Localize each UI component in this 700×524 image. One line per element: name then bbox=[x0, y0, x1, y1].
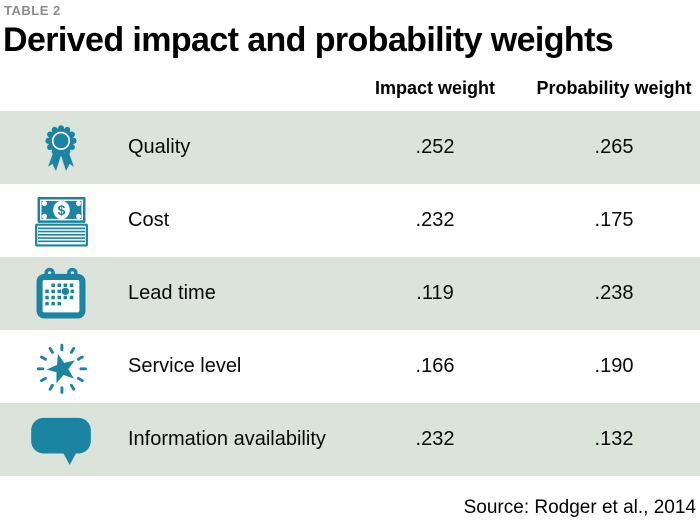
column-header-impact: Impact weight bbox=[374, 78, 495, 98]
award-ribbon-icon bbox=[45, 124, 77, 171]
table-row: Lead time .119 .238 bbox=[0, 257, 700, 330]
row-label: Information availability bbox=[128, 428, 326, 450]
row-label: Cost bbox=[128, 209, 170, 231]
table-row: Service level .166 .190 bbox=[0, 330, 700, 403]
column-headers: Impact weight Probability weight bbox=[0, 78, 700, 99]
svg-text:$: $ bbox=[57, 202, 65, 218]
source-attribution: Source: Rodger et al., 2014 bbox=[463, 497, 696, 518]
impact-value: .252 bbox=[415, 136, 455, 158]
table-row: Information availability .232 .132 bbox=[0, 403, 700, 476]
calendar-icon bbox=[36, 267, 86, 318]
row-label: Service level bbox=[128, 355, 242, 377]
weights-table: Quality .252 .265 $ Cost .232 .175 bbox=[0, 111, 700, 476]
probability-value: .238 bbox=[594, 282, 634, 304]
table-kicker: TABLE 2 bbox=[4, 3, 61, 18]
star-burst-icon bbox=[36, 343, 87, 394]
impact-value: .119 bbox=[416, 282, 454, 304]
figure-title: Derived impact and probability weights bbox=[3, 21, 614, 59]
impact-value: .232 bbox=[415, 428, 455, 450]
row-label: Quality bbox=[128, 136, 191, 158]
speech-bubble-icon bbox=[31, 417, 91, 465]
column-header-probability: Probability weight bbox=[536, 78, 692, 98]
row-label: Lead time bbox=[128, 282, 216, 304]
table-row: Quality .252 .265 bbox=[0, 111, 700, 184]
probability-value: .265 bbox=[594, 136, 634, 158]
money-stack-icon: $ bbox=[34, 196, 88, 247]
probability-value: .132 bbox=[594, 428, 634, 450]
probability-value: .190 bbox=[594, 355, 634, 377]
impact-value: .166 bbox=[415, 355, 455, 377]
probability-value: .175 bbox=[594, 209, 634, 231]
impact-value: .232 bbox=[415, 209, 455, 231]
table-row: $ Cost .232 .175 bbox=[0, 184, 700, 257]
